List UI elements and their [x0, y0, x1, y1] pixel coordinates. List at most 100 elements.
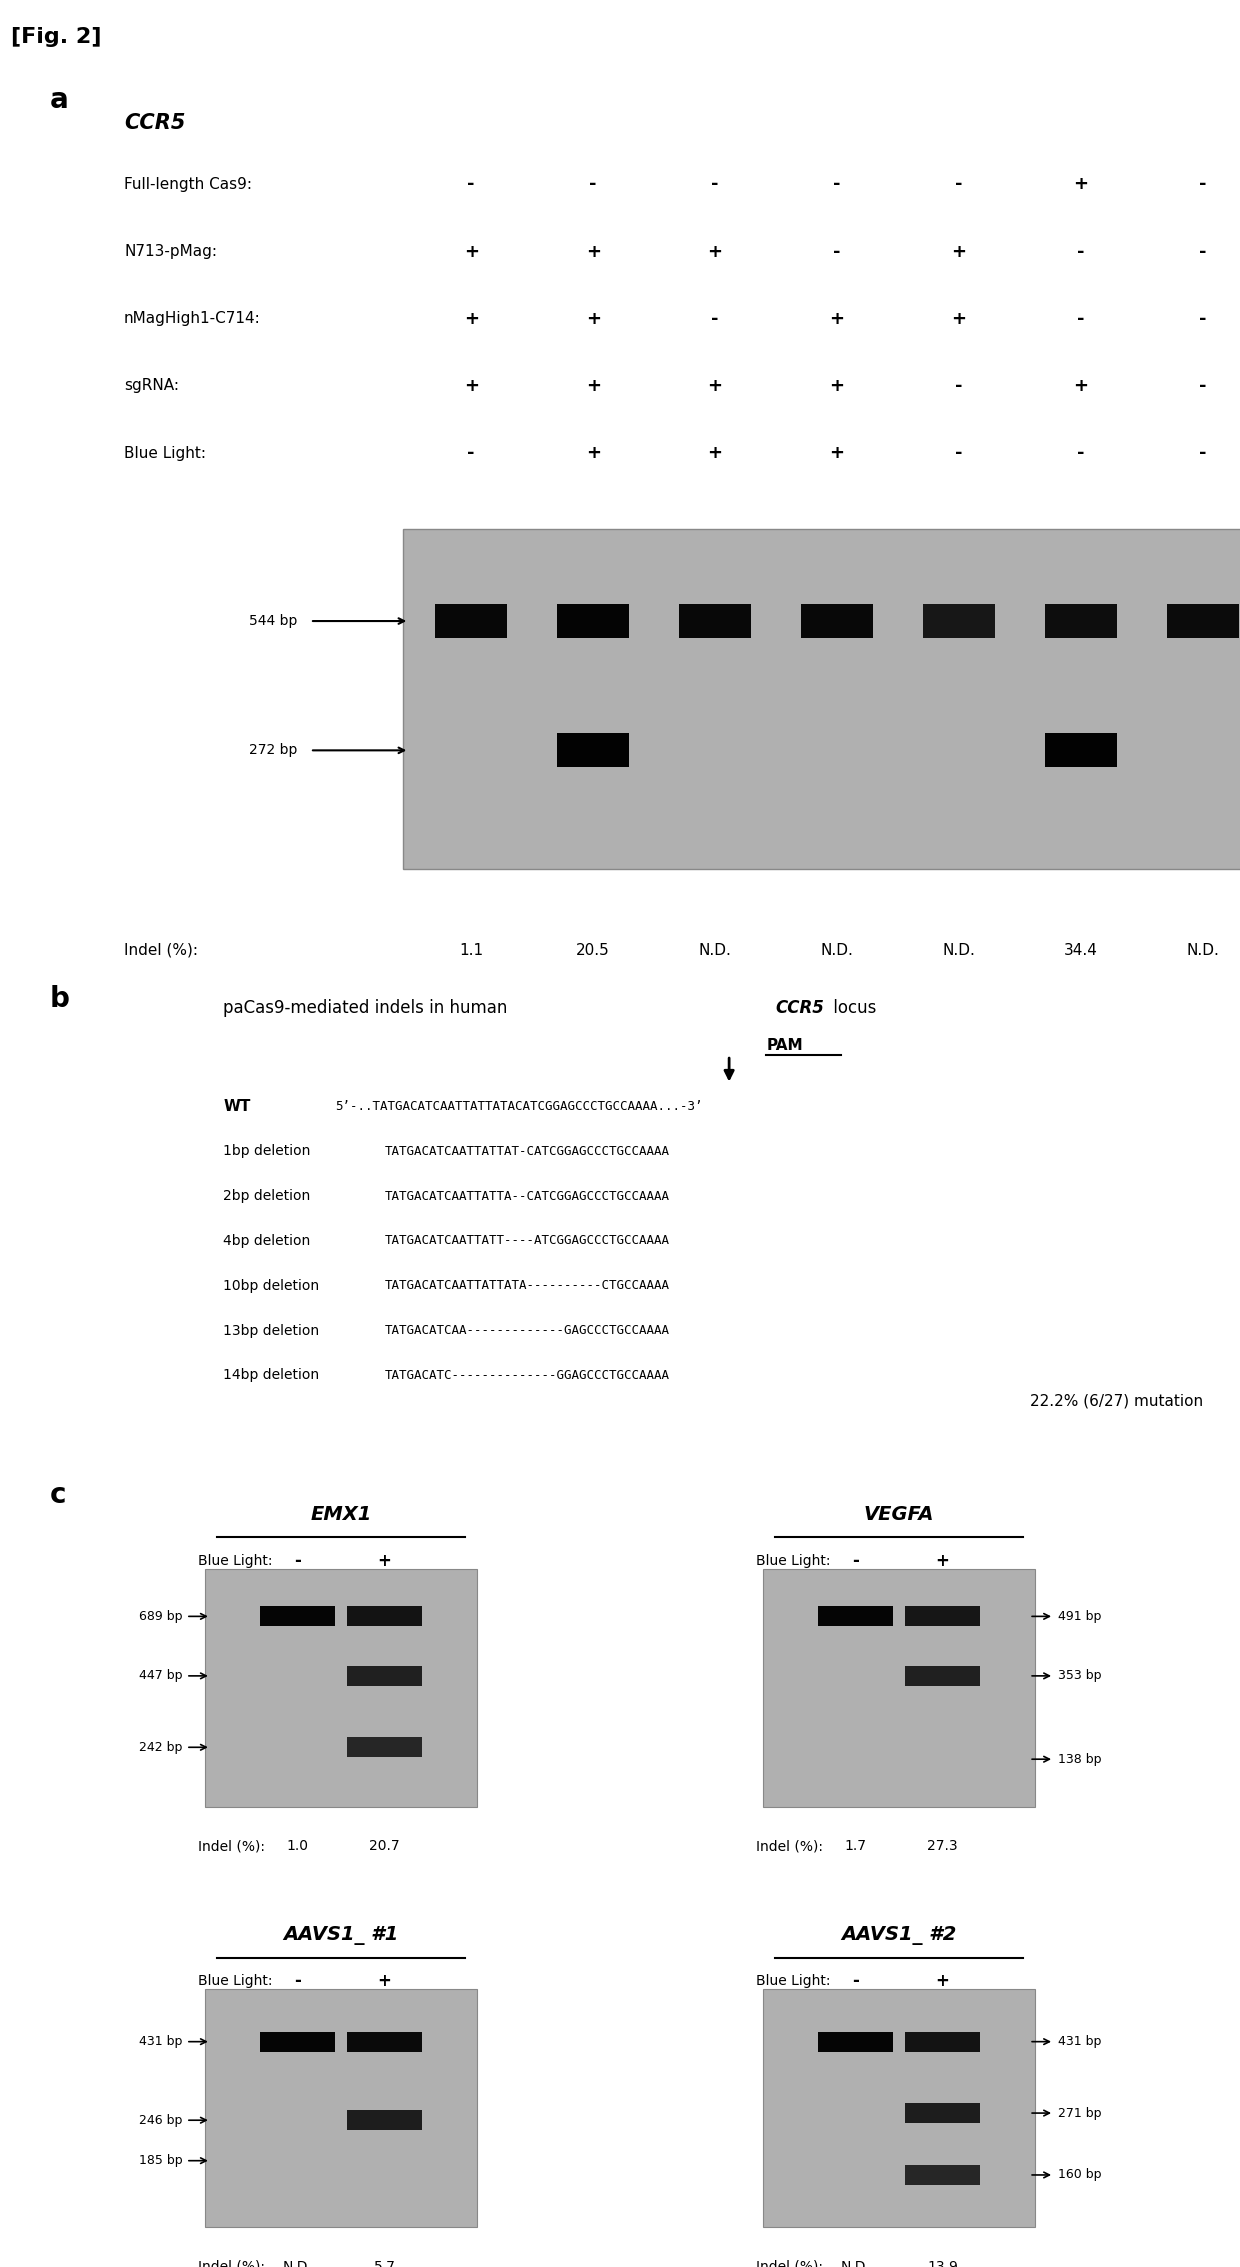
- Text: WT: WT: [223, 1099, 250, 1113]
- Text: Indel (%):: Indel (%):: [124, 943, 198, 957]
- Bar: [763, 1569, 1035, 1807]
- Text: Blue Light:: Blue Light:: [756, 1975, 831, 1988]
- Bar: [905, 1666, 980, 1687]
- Text: a: a: [50, 86, 68, 113]
- Text: -: -: [852, 1553, 859, 1569]
- Text: +: +: [1074, 175, 1089, 193]
- Text: 544 bp: 544 bp: [249, 614, 298, 628]
- Bar: [905, 2165, 980, 2185]
- Text: +: +: [951, 243, 966, 261]
- Text: 13.9: 13.9: [928, 2260, 957, 2267]
- Text: -: -: [833, 243, 841, 261]
- Text: Indel (%):: Indel (%):: [756, 2260, 823, 2267]
- Text: 20.7: 20.7: [370, 1839, 399, 1854]
- Bar: [801, 603, 873, 637]
- Text: 272 bp: 272 bp: [249, 744, 298, 757]
- Text: -: -: [955, 376, 962, 394]
- Text: N.D.: N.D.: [942, 943, 976, 957]
- Text: N.D.: N.D.: [1187, 943, 1219, 957]
- Bar: [557, 603, 629, 637]
- Text: +: +: [464, 376, 479, 394]
- Text: -: -: [712, 175, 719, 193]
- Text: TATGACATCAATTATTATA----------CTGCCAAAA: TATGACATCAATTATTATA----------CTGCCAAAA: [384, 1279, 670, 1292]
- Text: -: -: [1199, 311, 1207, 329]
- Text: -: -: [467, 444, 475, 462]
- Text: CCR5: CCR5: [124, 113, 185, 134]
- Text: 447 bp: 447 bp: [139, 1669, 182, 1682]
- Text: -: -: [1199, 175, 1207, 193]
- Text: +: +: [1074, 376, 1089, 394]
- Text: +: +: [951, 311, 966, 329]
- Bar: [1045, 603, 1117, 637]
- Bar: [818, 2031, 893, 2052]
- Text: nMagHigh1-C714:: nMagHigh1-C714:: [124, 311, 260, 326]
- Text: +: +: [377, 1972, 392, 1990]
- Text: b: b: [50, 984, 69, 1013]
- Text: Blue Light:: Blue Light:: [198, 1975, 273, 1988]
- Text: N.D.: N.D.: [698, 943, 732, 957]
- Text: 5.7: 5.7: [373, 2260, 396, 2267]
- Text: N.D.: N.D.: [841, 2260, 870, 2267]
- Text: 1bp deletion: 1bp deletion: [223, 1145, 310, 1158]
- Text: +: +: [708, 243, 723, 261]
- Text: 34.4: 34.4: [1064, 943, 1097, 957]
- Text: -: -: [1078, 444, 1085, 462]
- Text: -: -: [955, 444, 962, 462]
- Text: TATGACATCAATTATT----ATCGGAGCCCTGCCAAAA: TATGACATCAATTATT----ATCGGAGCCCTGCCAAAA: [384, 1236, 670, 1247]
- Text: 246 bp: 246 bp: [139, 2113, 182, 2126]
- Text: -: -: [1199, 243, 1207, 261]
- Bar: [818, 1607, 893, 1625]
- Text: AAVS1_ #2: AAVS1_ #2: [841, 1927, 957, 1945]
- Text: +: +: [830, 376, 844, 394]
- Text: -: -: [955, 175, 962, 193]
- Text: +: +: [830, 444, 844, 462]
- Text: Indel (%):: Indel (%):: [756, 1839, 823, 1854]
- Text: +: +: [585, 444, 600, 462]
- Text: 431 bp: 431 bp: [1058, 2036, 1101, 2047]
- Text: 13bp deletion: 13bp deletion: [223, 1324, 320, 1338]
- Text: EMX1: EMX1: [310, 1505, 372, 1523]
- Text: VEGFA: VEGFA: [864, 1505, 934, 1523]
- Bar: [347, 1607, 422, 1625]
- Text: +: +: [830, 311, 844, 329]
- Text: -: -: [589, 175, 596, 193]
- Text: +: +: [708, 444, 723, 462]
- Text: 4bp deletion: 4bp deletion: [223, 1233, 310, 1247]
- Text: c: c: [50, 1483, 66, 1510]
- Text: 689 bp: 689 bp: [139, 1610, 182, 1623]
- Bar: [905, 2031, 980, 2052]
- Text: -: -: [712, 311, 719, 329]
- Text: 160 bp: 160 bp: [1058, 2170, 1101, 2181]
- Text: N713-pMag:: N713-pMag:: [124, 245, 217, 258]
- Text: CCR5: CCR5: [775, 1000, 823, 1018]
- Text: +: +: [464, 243, 479, 261]
- Bar: [905, 1607, 980, 1625]
- Text: 5’-..TATGACATCAATTATTATACATCGGAGCCCTGCCAAAA...-3’: 5’-..TATGACATCAATTATTATACATCGGAGCCCTGCCA…: [335, 1099, 702, 1113]
- Bar: [403, 528, 1240, 871]
- Text: TATGACATCAATTATTAT-CATCGGAGCCCTGCCAAAA: TATGACATCAATTATTAT-CATCGGAGCCCTGCCAAAA: [384, 1145, 670, 1158]
- Text: 2bp deletion: 2bp deletion: [223, 1190, 310, 1204]
- Bar: [763, 1990, 1035, 2226]
- Text: -: -: [1199, 376, 1207, 394]
- Text: 27.3: 27.3: [928, 1839, 957, 1854]
- Text: 242 bp: 242 bp: [139, 1741, 182, 1755]
- Text: 138 bp: 138 bp: [1058, 1752, 1101, 1766]
- Text: 1.7: 1.7: [844, 1839, 867, 1854]
- Text: PAM: PAM: [766, 1038, 804, 1052]
- Bar: [1167, 603, 1239, 637]
- Text: Blue Light:: Blue Light:: [198, 1553, 273, 1569]
- Text: 431 bp: 431 bp: [139, 2036, 182, 2047]
- Text: -: -: [294, 1553, 301, 1569]
- Text: +: +: [935, 1553, 950, 1569]
- Text: AAVS1_ #1: AAVS1_ #1: [283, 1927, 399, 1945]
- Text: N.D.: N.D.: [283, 2260, 312, 2267]
- Text: -: -: [1078, 311, 1085, 329]
- Bar: [347, 2111, 422, 2131]
- Bar: [260, 2031, 335, 2052]
- Bar: [260, 1607, 335, 1625]
- Text: paCas9-mediated indels in human CCR5 locus: paCas9-mediated indels in human CCR5 loc…: [429, 1000, 811, 1018]
- Text: -: -: [467, 175, 475, 193]
- Bar: [205, 1990, 477, 2226]
- Text: Blue Light:: Blue Light:: [124, 447, 206, 460]
- Text: +: +: [585, 311, 600, 329]
